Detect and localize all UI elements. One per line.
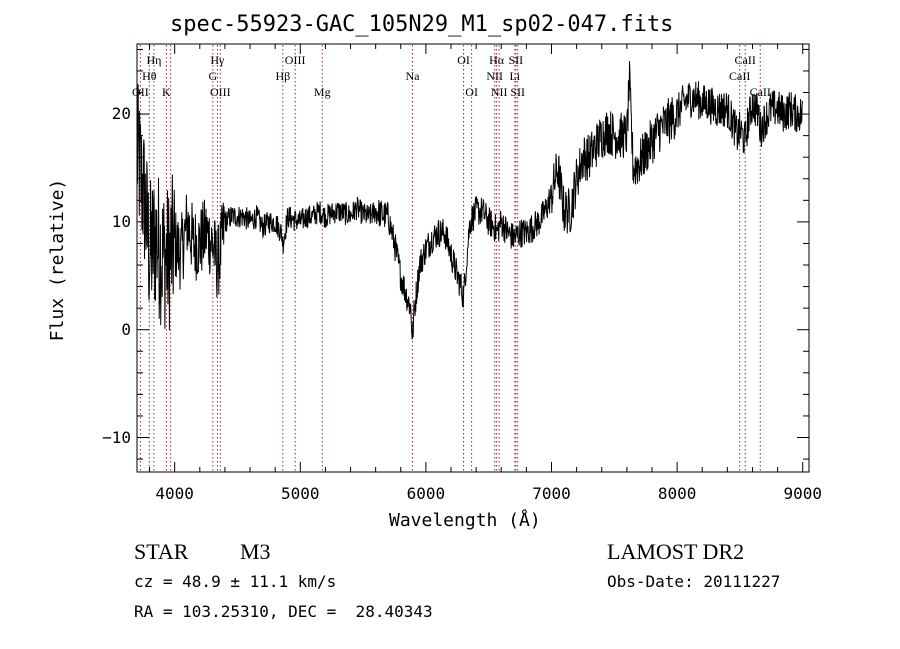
line-marker-label: CaII	[749, 85, 771, 99]
line-marker-label: OIII	[284, 53, 306, 67]
line-marker-label: CaII	[728, 69, 751, 83]
line-marker-label: Hα	[489, 53, 505, 67]
line-marker-label: Hη	[146, 53, 162, 67]
line-marker-label: Hβ	[275, 69, 291, 83]
x-tick-label: 8000	[657, 484, 697, 503]
x-tick-label: 7000	[532, 484, 571, 503]
y-tick-label: 20	[111, 104, 131, 124]
observation-date: Obs-Date: 20111227	[607, 572, 781, 591]
spectrum-line	[136, 61, 803, 340]
x-axis-label: Wavelength (Å)	[389, 510, 541, 531]
line-marker-label: Hθ	[142, 69, 157, 83]
redshift-velocity: cz = 48.9 ± 11.1 km/s	[134, 572, 337, 591]
y-tick-label: −10	[102, 427, 131, 447]
line-marker-label: NII	[486, 69, 504, 83]
line-marker-label: K	[162, 85, 171, 99]
line-marker-label: Li	[509, 69, 521, 83]
line-marker-label: OI	[465, 85, 478, 99]
y-tick-label: 10	[111, 211, 131, 231]
x-tick-label: 4000	[155, 484, 194, 503]
line-marker-label: G	[208, 69, 218, 83]
line-marker-label: CaII	[734, 53, 756, 67]
plot-frame	[136, 43, 810, 473]
line-marker-label: Hγ	[210, 53, 225, 67]
line-marker-label: Na	[405, 69, 420, 83]
y-axis-label: Flux (relative)	[47, 178, 68, 342]
survey-label: LAMOST DR2	[607, 539, 745, 564]
x-tick-label: 6000	[406, 484, 446, 503]
y-tick-label: 0	[121, 319, 131, 339]
x-tick-label: 5000	[281, 484, 320, 503]
line-marker-label: OIII	[209, 85, 231, 99]
chart-title: spec-55923-GAC_105N29_M1_sp02-047.fits	[170, 12, 674, 37]
line-marker-label: NII	[490, 85, 508, 99]
line-marker-label: SII	[508, 53, 524, 67]
spectral-subclass: M3	[240, 539, 271, 564]
x-tick-label: 9000	[783, 484, 822, 503]
ra-dec-coordinates: RA = 103.25310, DEC = 28.40343	[134, 602, 433, 621]
axis-ticks	[137, 44, 809, 472]
line-marker-label: SII	[510, 85, 526, 99]
line-marker-label: Mg	[313, 85, 331, 99]
line-marker-label: OII	[132, 85, 149, 99]
spectral-class: STAR	[134, 539, 189, 564]
line-marker-label: OI	[457, 53, 470, 67]
